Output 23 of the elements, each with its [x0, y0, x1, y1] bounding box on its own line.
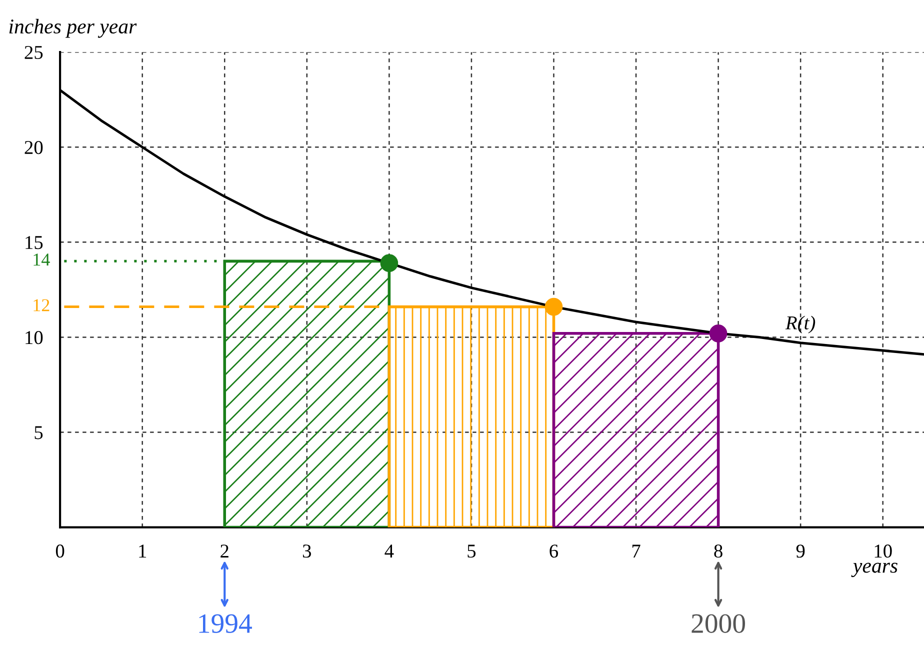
ref-line-label: 14	[34, 254, 50, 266]
x-tick-label: 6	[550, 544, 558, 558]
y-tick-label: 15	[26, 236, 43, 250]
x-tick-label: 1	[139, 544, 146, 558]
x-tick-label: 8	[714, 544, 722, 558]
x-tick-label: 5	[468, 544, 476, 558]
y-tick-label: 5	[34, 426, 43, 440]
x-tick-label: 10	[874, 544, 892, 558]
x-tick-label: 3	[302, 544, 311, 558]
x-axis-title: years	[851, 562, 898, 578]
y-tick-label: 10	[26, 331, 43, 344]
x-tick-label: 7	[632, 544, 640, 558]
text: 1994	[199, 614, 252, 633]
y-tick-label: 25	[24, 46, 43, 60]
x-tick-label: 0	[56, 544, 64, 558]
x-tick-label: 9	[796, 544, 805, 558]
x-tick-label: 4	[384, 544, 394, 558]
x-tick-label: 2	[220, 544, 228, 558]
text: 2000	[692, 614, 746, 633]
series-label: R(t)	[785, 316, 816, 334]
ref-line-label: 12	[34, 299, 50, 312]
y-axis-title: inches per year	[9, 18, 137, 38]
y-tick-label: 20	[24, 140, 43, 154]
